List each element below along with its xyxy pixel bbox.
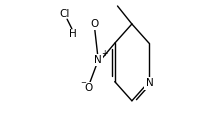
Text: N: N [146, 78, 153, 88]
Text: H: H [69, 29, 76, 39]
Text: O: O [84, 83, 92, 93]
Text: Cl: Cl [59, 9, 69, 19]
Text: O: O [90, 19, 98, 29]
Text: N: N [94, 55, 102, 65]
Text: −: − [80, 80, 86, 86]
Text: +: + [101, 49, 107, 58]
